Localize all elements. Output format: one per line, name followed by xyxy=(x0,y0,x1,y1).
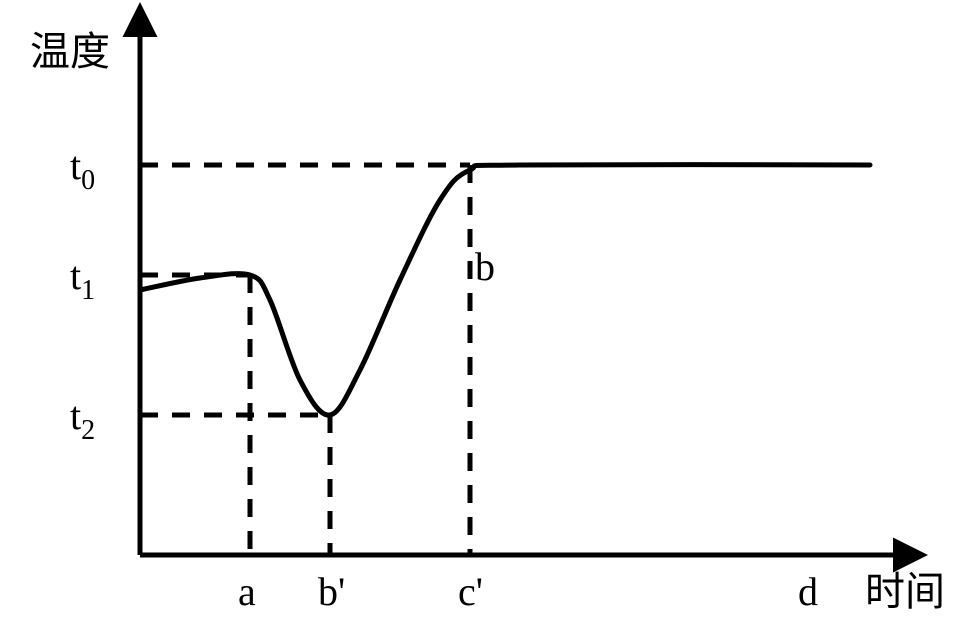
y-tick-t0: t0 xyxy=(70,143,95,196)
y-axis-label: 温度 xyxy=(30,29,110,74)
y-tick-t2: t2 xyxy=(70,393,95,446)
x-tick-d: d xyxy=(798,569,818,614)
x-axis-label: 时间 xyxy=(865,569,945,614)
x-tick-cprime: c' xyxy=(458,569,483,614)
x-tick-bprime: b' xyxy=(318,569,345,614)
temperature-time-chart: 温度时间 b t0 t1 t2 a b' c' d xyxy=(0,0,957,629)
y-tick-t1: t1 xyxy=(70,253,95,306)
x-tick-a: a xyxy=(238,569,256,614)
curve-annotation-b: b xyxy=(475,244,495,289)
